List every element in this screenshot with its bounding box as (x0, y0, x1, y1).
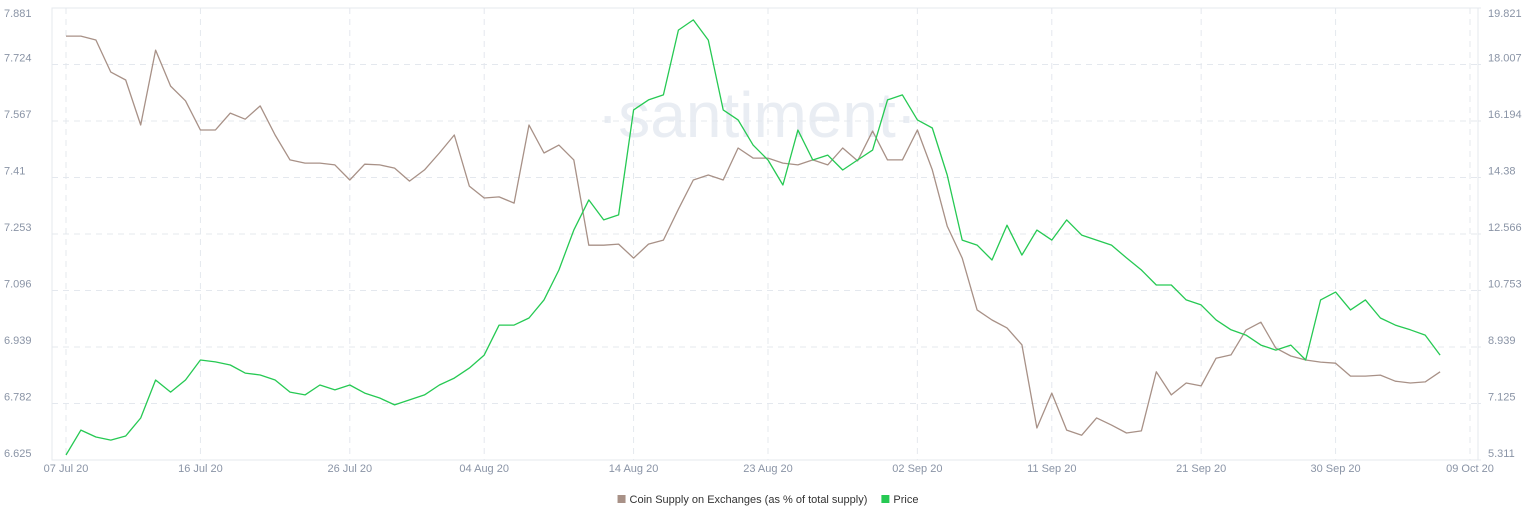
y2-tick-label: 14.38 (1488, 165, 1516, 177)
y-tick-label: 7.567 (4, 109, 32, 121)
x-tick-label: 14 Aug 20 (609, 463, 659, 475)
y2-tick-label: 12.566 (1488, 222, 1522, 234)
x-tick-label: 07 Jul 20 (44, 463, 89, 475)
x-tick-label: 23 Aug 20 (743, 463, 793, 475)
y2-tick-label: 16.194 (1488, 109, 1522, 121)
y-tick-label: 7.253 (4, 222, 32, 234)
y-tick-label: 7.724 (4, 53, 32, 65)
x-tick-label: 02 Sep 20 (892, 463, 942, 475)
legend-swatch (881, 495, 890, 503)
y-tick-label: 6.939 (4, 335, 32, 347)
y2-tick-label: 19.821 (1488, 8, 1522, 20)
x-tick-label: 09 Oct 20 (1446, 463, 1494, 475)
y-tick-label: 6.625 (4, 448, 32, 460)
x-tick-label: 04 Aug 20 (459, 463, 509, 475)
y2-tick-label: 18.007 (1488, 53, 1522, 65)
legend: Coin Supply on Exchanges (as % of total … (617, 494, 918, 506)
y2-tick-label: 10.753 (1488, 278, 1522, 290)
x-tick-label: 30 Sep 20 (1310, 463, 1360, 475)
y-tick-label: 7.41 (4, 166, 25, 178)
legend-label: Price (893, 494, 918, 506)
watermark: ·santiment· (597, 79, 917, 151)
y-tick-label: 7.096 (4, 279, 32, 291)
y2-tick-label: 5.311 (1488, 448, 1515, 460)
y2-tick-label: 7.125 (1488, 391, 1516, 403)
series-line (66, 35, 1441, 436)
legend-label: Coin Supply on Exchanges (as % of total … (630, 494, 868, 506)
x-tick-label: 11 Sep 20 (1027, 463, 1076, 475)
x-tick-label: 26 Jul 20 (327, 463, 372, 475)
x-tick-label: 16 Jul 20 (178, 463, 223, 475)
y2-tick-label: 8.939 (1488, 335, 1516, 347)
y-tick-label: 6.782 (4, 392, 32, 404)
legend-swatch (617, 495, 626, 503)
series-line (65, 19, 1441, 456)
x-tick-label: 21 Sep 20 (1176, 463, 1226, 475)
y-tick-label: 7.881 (4, 8, 32, 20)
